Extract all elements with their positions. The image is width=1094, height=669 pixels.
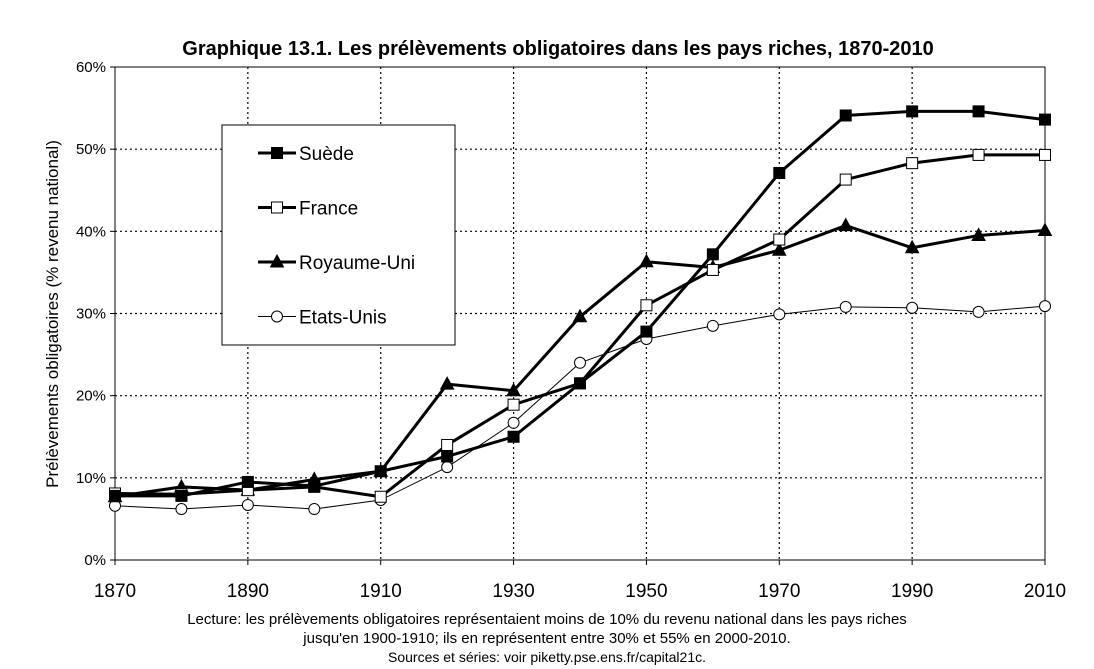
data-point [439, 376, 455, 390]
data-point [308, 480, 321, 493]
data-point [771, 242, 787, 256]
x-axis-ticks: 1870 1890 1910 1930 1950 1970 1990 2010 [94, 560, 1066, 600]
data-point [839, 300, 852, 313]
y-tick-label: 60% [76, 59, 106, 76]
data-point [507, 416, 520, 429]
data-point [241, 498, 254, 511]
legend-item: France [258, 199, 358, 220]
data-point [109, 489, 121, 502]
data-point [972, 148, 985, 161]
data-point [706, 319, 719, 332]
legend-marker [271, 147, 283, 159]
data-point [175, 489, 188, 502]
legend-label: Royaume-Uni [299, 253, 415, 274]
x-tick-label: 1910 [360, 581, 402, 600]
y-axis-ticks: 0% 10% 20% 30% 40% 50% 60% [76, 59, 115, 569]
x-tick-label: 1930 [492, 581, 534, 600]
legend-marker [271, 201, 283, 214]
y-tick-label: 0% [84, 552, 106, 569]
legend-box [221, 124, 456, 346]
y-tick-label: 10% [76, 470, 106, 487]
data-point [773, 308, 786, 321]
data-point [906, 105, 919, 118]
data-point [904, 239, 920, 254]
legend-label: Etats-Unis [299, 308, 387, 329]
data-point [773, 233, 786, 246]
x-tick-label: 1990 [891, 581, 933, 600]
data-point [374, 465, 387, 478]
data-point [574, 377, 586, 390]
data-point [639, 253, 654, 268]
legend-marker [271, 310, 283, 323]
data-point [507, 398, 520, 411]
data-point [1039, 300, 1051, 313]
chart-title: Graphique 13.1. Les prélèvements obligat… [182, 38, 933, 60]
data-point [506, 382, 521, 397]
legend-label: Suède [299, 144, 354, 165]
data-point [572, 308, 588, 323]
data-point [441, 450, 454, 463]
sources-note: Sources et séries: voir piketty.pse.ens.… [388, 649, 706, 665]
series-0 [109, 105, 1051, 502]
data-point [972, 305, 985, 318]
reading-note-line-1: Lecture: les prélèvements obligatoires r… [187, 611, 907, 628]
data-point [640, 325, 653, 338]
reading-note-line-2: jusqu'en 1900-1910; ils en représentent … [303, 630, 791, 647]
data-point [441, 461, 454, 474]
data-point [241, 475, 254, 488]
data-point [374, 490, 387, 503]
x-tick-label: 1950 [625, 581, 667, 600]
data-point [906, 301, 919, 314]
data-point [706, 248, 719, 261]
data-point [706, 263, 719, 276]
data-point [839, 173, 852, 186]
data-point [972, 105, 985, 118]
data-point [640, 299, 653, 312]
data-point [838, 217, 854, 232]
x-tick-label: 1870 [94, 581, 136, 600]
series-group [107, 105, 1053, 516]
data-point [1039, 148, 1051, 161]
data-point [441, 438, 454, 451]
legend-marker [269, 253, 285, 268]
y-tick-label: 30% [76, 306, 106, 323]
data-point [574, 356, 586, 369]
legend: Suède France Royaume-Uni Etats-Unis [221, 124, 456, 346]
data-point [308, 503, 321, 516]
y-tick-label: 40% [76, 223, 106, 240]
data-point [1037, 222, 1053, 237]
x-tick-label: 2010 [1024, 581, 1066, 600]
x-tick-label: 1890 [227, 581, 269, 600]
y-tick-label: 50% [76, 141, 106, 158]
data-point [175, 503, 188, 516]
y-tick-label: 20% [76, 388, 106, 405]
data-point [971, 227, 986, 241]
y-axis-label: Prélèvements obligatoires (% revenu nati… [43, 140, 62, 488]
data-point [773, 166, 786, 179]
data-point [507, 430, 520, 443]
x-tick-label: 1970 [758, 581, 800, 600]
legend-item: Etats-Unis [258, 308, 387, 329]
chart-svg: Graphique 13.1. Les prélèvements obligat… [43, 38, 1066, 600]
legend-label: France [299, 199, 358, 220]
data-point [1039, 113, 1051, 126]
legend-item: Suède [258, 144, 354, 165]
data-point [906, 157, 919, 170]
legend-item: Royaume-Uni [258, 253, 415, 274]
data-point [839, 109, 852, 122]
